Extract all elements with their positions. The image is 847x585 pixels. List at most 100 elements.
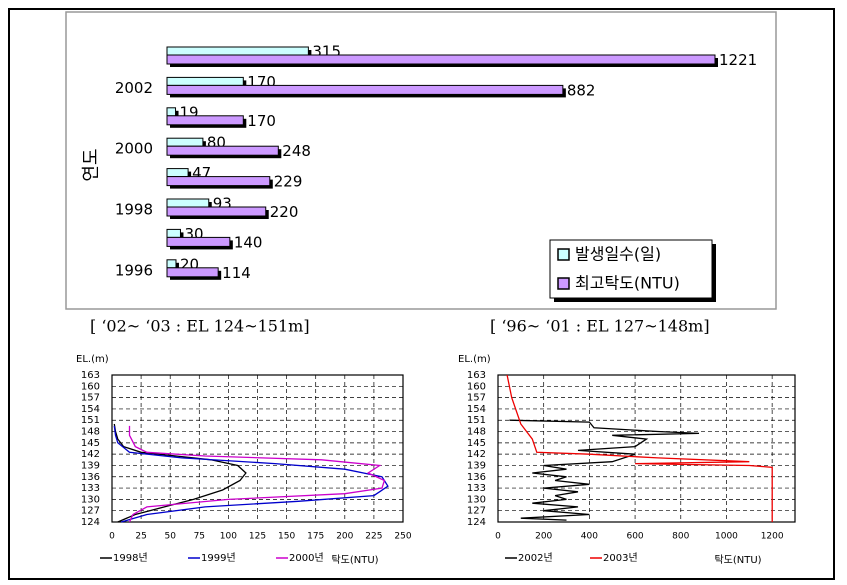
- x-tick-label: 200: [336, 532, 353, 542]
- x-tick-label: 400: [581, 532, 598, 542]
- x-tick-label: 125: [249, 532, 266, 542]
- legend-label: 1998년: [113, 552, 148, 564]
- y-tick-label: 160: [81, 381, 100, 392]
- chart-box: [65, 11, 777, 310]
- y-tick-label: 148: [81, 427, 100, 438]
- bar: [166, 259, 177, 269]
- y-tick-label: 136: [81, 472, 100, 483]
- y-tick-label: 154: [467, 404, 486, 415]
- x-axis-title: 탁도(NTU): [331, 554, 378, 566]
- y-tick-label: 130: [81, 494, 100, 505]
- x-tick-label: 25: [135, 532, 146, 542]
- bar: [166, 145, 279, 156]
- y-tick-label: 157: [467, 393, 486, 404]
- bar: [166, 206, 267, 217]
- value-label: 1221: [719, 51, 757, 69]
- y-tick-label: 130: [467, 494, 486, 505]
- value-label: 170: [247, 112, 276, 130]
- value-label: 114: [222, 264, 251, 282]
- plot-frame: [497, 374, 796, 523]
- line: [506, 374, 773, 522]
- chart-title: [ ‘96~ ‘01 : EL 127~148m]: [490, 317, 710, 336]
- y-tick-label: 127: [467, 506, 486, 517]
- value-label: 220: [270, 203, 299, 221]
- x-tick-label: 75: [194, 532, 205, 542]
- y-tick-label: 151: [467, 415, 486, 426]
- bar: [166, 84, 564, 95]
- plot-frame: [111, 374, 404, 523]
- bar: [166, 198, 210, 208]
- frame: [8, 8, 835, 580]
- line: [113, 423, 247, 523]
- value-label: 248: [282, 142, 311, 160]
- x-tick-label: 100: [220, 532, 237, 542]
- legend-label: 2003년: [603, 552, 638, 564]
- x-tick-label: 250: [394, 532, 411, 542]
- y-tick-label: 124: [81, 517, 100, 528]
- x-tick-label: 1000: [715, 532, 738, 542]
- legend-box: [549, 239, 713, 299]
- y-axis-title: 연도: [81, 148, 102, 181]
- bar: [166, 228, 181, 238]
- bar: [166, 236, 231, 247]
- bar: [166, 176, 271, 187]
- value-label: 229: [274, 173, 303, 191]
- legend-label: 2000년: [289, 552, 324, 564]
- bar: [166, 107, 177, 117]
- x-tick-label: 200: [535, 532, 552, 542]
- y-tick-label: 142: [467, 449, 486, 460]
- line: [509, 419, 700, 521]
- x-tick-label: 50: [164, 532, 176, 542]
- x-tick-label: 150: [278, 532, 295, 542]
- x-tick-label: 600: [626, 532, 643, 542]
- bar: [166, 168, 189, 178]
- y-tick-label: 163: [81, 370, 100, 381]
- x-axis-title: 탁도(NTU): [714, 554, 761, 566]
- bar: [166, 76, 244, 86]
- y-tick-label: 127: [81, 506, 100, 517]
- y-tick-label: 157: [81, 393, 100, 404]
- y-axis-title: EL.(m): [76, 354, 109, 365]
- legend-swatch: [557, 277, 570, 290]
- y-tick-label: 133: [81, 483, 100, 494]
- y-tick-label: 1998: [115, 201, 153, 219]
- y-tick-label: 2000: [115, 140, 153, 158]
- y-axis-title: EL.(m): [458, 354, 491, 365]
- y-tick-label: 136: [467, 472, 486, 483]
- x-tick-label: 225: [365, 532, 382, 542]
- y-tick-label: 1996: [115, 261, 153, 279]
- bar: [166, 267, 219, 278]
- line: [113, 425, 389, 523]
- chart-title: [ ‘02~ ‘03 : EL 124~151m]: [90, 317, 310, 336]
- y-tick-label: 151: [81, 415, 100, 426]
- legend-label: 발생일수(일): [575, 245, 661, 264]
- y-tick-label: 139: [467, 460, 486, 471]
- y-tick-label: 124: [467, 517, 486, 528]
- bar: [166, 54, 716, 65]
- y-tick-label: 133: [467, 483, 486, 494]
- y-tick-label: 145: [467, 438, 486, 449]
- y-tick-label: 139: [81, 460, 100, 471]
- y-tick-label: 160: [467, 381, 486, 392]
- legend-label: 1999년: [201, 552, 236, 564]
- legend-label: 최고탁도(NTU): [575, 274, 680, 293]
- bar: [166, 137, 204, 147]
- y-tick-label: 148: [467, 427, 486, 438]
- bar: [166, 46, 309, 56]
- x-tick-label: 175: [307, 532, 324, 542]
- line: [128, 425, 386, 523]
- x-tick-label: 0: [109, 532, 115, 542]
- value-label: 140: [234, 233, 263, 251]
- x-tick-label: 1200: [761, 532, 784, 542]
- legend-label: 2002년: [518, 552, 553, 564]
- y-tick-label: 2002: [115, 79, 153, 97]
- bar: [166, 115, 244, 126]
- x-tick-label: 0: [495, 532, 501, 542]
- y-tick-label: 145: [81, 438, 100, 449]
- value-label: 882: [567, 81, 596, 99]
- legend-swatch: [557, 248, 570, 261]
- x-tick-label: 800: [672, 532, 689, 542]
- y-tick-label: 154: [81, 404, 100, 415]
